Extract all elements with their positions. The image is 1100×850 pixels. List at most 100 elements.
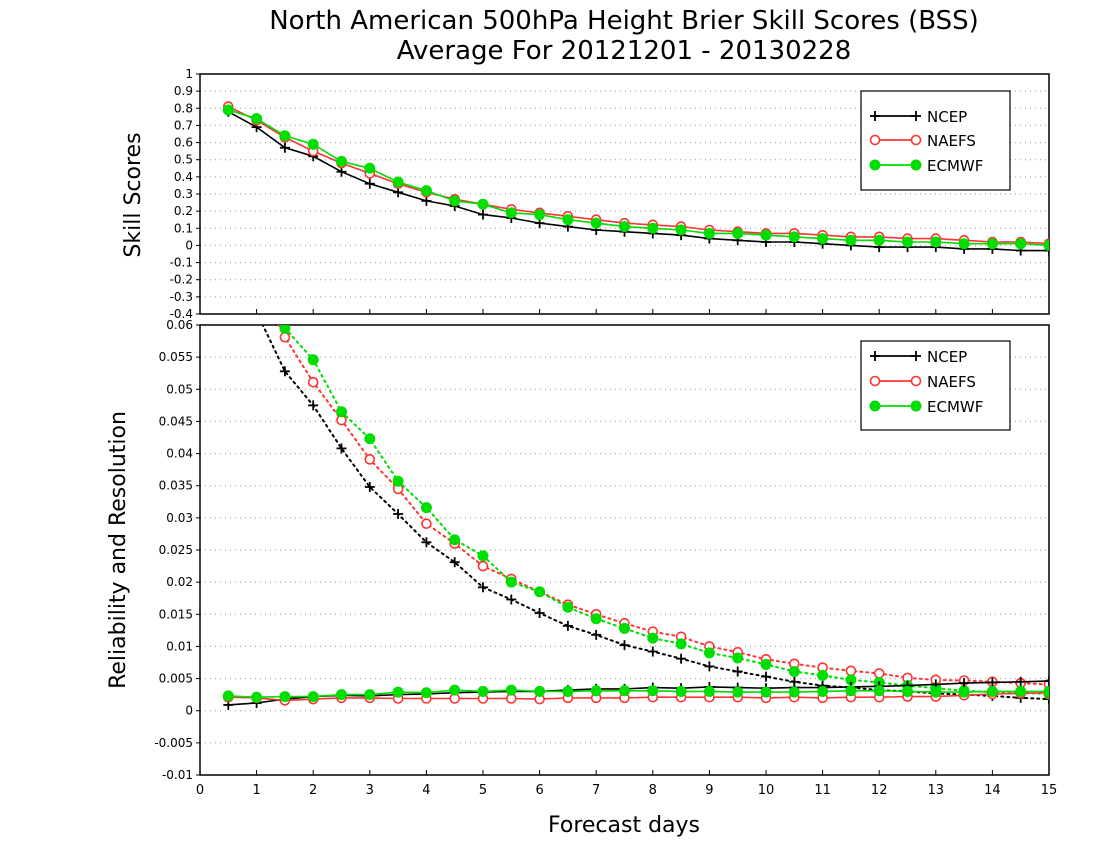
- series-ecmwf-solid-point: [675, 685, 687, 697]
- series-ecmwf-dotted-point: [817, 669, 829, 681]
- series-ecmwf-solid-point: [930, 236, 942, 248]
- series-ecmwf-solid-point: [534, 685, 546, 697]
- series-ecmwf-dotted-point: [336, 406, 347, 418]
- series-ncep-solid-point: [959, 678, 970, 689]
- series-ecmwf-dotted-line: [282, 325, 1049, 695]
- x-tick-label: 9: [705, 783, 713, 798]
- series-ecmwf-dotted-point: [675, 638, 687, 650]
- series-ecmwf-solid-point: [279, 691, 291, 703]
- series-ncep-dotted-point: [308, 400, 319, 411]
- x-tick-label: 4: [422, 783, 430, 798]
- series-ecmwf-solid-point: [534, 209, 546, 221]
- series-ncep-dotted-point: [676, 653, 687, 664]
- series-ncep-dotted-point: [619, 640, 630, 651]
- series-ncep-dotted-point: [279, 366, 290, 377]
- series-ecmwf-dotted-point: [449, 534, 461, 546]
- legend-marker-ncep: [911, 111, 921, 121]
- series-ncep-dotted-point: [591, 629, 602, 640]
- chart-subtitle: Average For 20121201 - 20130228: [397, 36, 852, 66]
- y-tick-label: -0.3: [170, 290, 193, 304]
- y-tick-label: 0.7: [174, 118, 193, 132]
- series-naefs-dotted-line: [277, 325, 1049, 686]
- reliability-resolution-panel: -0.01 -0.005 0 0.005 0.01 0.015 0.02 0.025 0.03 0…: [154, 318, 1058, 798]
- series-ecmwf-solid-point: [1015, 685, 1027, 697]
- legend-marker-ecmwf: [869, 159, 881, 171]
- series-ecmwf-solid-point: [902, 685, 913, 697]
- series-ecmwf-solid-point: [675, 224, 687, 236]
- series-ecmwf-solid-point: [930, 686, 942, 698]
- series-ecmwf-solid-point: [364, 162, 376, 174]
- x-tick-label: 11: [814, 783, 831, 798]
- series-ecmwf-dotted-point: [420, 502, 432, 514]
- series-ncep-dotted-point: [478, 582, 488, 593]
- x-tick-label: 5: [479, 783, 487, 798]
- series-ecmwf-solid-point: [845, 234, 857, 246]
- series-ecmwf-dotted-point: [505, 576, 517, 588]
- x-tick-label: 10: [758, 783, 775, 798]
- y-tick-label: 0.9: [174, 84, 193, 98]
- skill-scores-panel: -0.4 -0.3 -0.2 -0.1 0 0.1 0.2 0.3 0.4 0.5 0.6 0.7 0.…: [170, 67, 1050, 321]
- series-ecmwf-dotted-point: [279, 325, 291, 334]
- series-ecmwf-solid-point: [1043, 685, 1049, 697]
- series-ecmwf-solid-point: [647, 685, 659, 697]
- series-ncep-solid-point: [279, 142, 290, 153]
- x-tick-label: 13: [928, 783, 945, 798]
- x-tick-label: 2: [309, 783, 317, 798]
- series-ncep-dotted-point: [393, 509, 404, 519]
- legend-label-ncep: NCEP: [927, 108, 967, 126]
- series-ecmwf-solid-point: [619, 221, 630, 233]
- series-ecmwf-solid-point: [222, 104, 234, 116]
- series-ecmwf-dotted-point: [590, 613, 602, 625]
- series-ecmwf-solid-point: [1015, 238, 1027, 250]
- series-ecmwf-solid-point: [647, 222, 659, 234]
- x-tick-label: 15: [1041, 783, 1058, 798]
- series-ncep-dotted-point: [647, 646, 658, 657]
- series-ecmwf-solid-point: [986, 238, 998, 250]
- legend-marker-ecmwf: [869, 400, 881, 412]
- series-ecmwf-solid-point: [788, 231, 800, 243]
- series-ecmwf-solid-point: [619, 685, 630, 697]
- legend-marker-ecmwf: [910, 400, 922, 412]
- legend-label-naefs: NAEFS: [927, 373, 976, 391]
- series-ecmwf-dotted-point: [307, 354, 319, 366]
- series-naefs-dotted-point: [421, 518, 432, 529]
- series-group: [222, 101, 1049, 256]
- y-tick-label: -0.005: [154, 736, 193, 750]
- series-naefs-dotted-point: [364, 454, 376, 465]
- series-ecmwf-solid-point: [732, 686, 744, 698]
- series-ecmwf-solid-point: [505, 684, 517, 696]
- legend-marker-ncep: [870, 111, 880, 121]
- series-ecmwf-solid-point: [703, 685, 715, 697]
- x-axis-title: Forecast days: [548, 813, 700, 838]
- y-tick-label: 1: [185, 67, 193, 81]
- series-ecmwf-solid-point: [307, 691, 319, 703]
- plot-frame: [199, 324, 1050, 776]
- series-ecmwf-dotted-point: [562, 601, 574, 613]
- series-ncep-dotted-point: [704, 661, 715, 672]
- series-ecmwf-solid-point: [251, 113, 263, 125]
- legend-marker-naefs: [869, 134, 881, 146]
- series-ncep-dotted-point: [336, 443, 347, 454]
- series-ecmwf-solid-point: [477, 685, 489, 697]
- series-ncep-dotted-point: [534, 608, 545, 618]
- series-ecmwf-solid-point: [336, 155, 347, 167]
- y-tick-label: 0.4: [174, 170, 193, 184]
- y-tick-label: 0.3: [174, 187, 193, 201]
- series-ecmwf-solid-point: [902, 236, 913, 248]
- series-ncep-dotted-point: [506, 594, 517, 605]
- x-tick-label: 6: [535, 783, 543, 798]
- legend-marker-ncep: [870, 351, 880, 361]
- legend-marker-naefs: [910, 134, 922, 146]
- series-ecmwf-dotted-point: [732, 652, 744, 664]
- series-ncep-solid-point: [1044, 245, 1049, 256]
- series-ecmwf-solid-point: [477, 198, 489, 210]
- x-tick-label: 14: [984, 783, 1001, 798]
- series-ecmwf-solid-point: [420, 185, 432, 197]
- series-naefs-dotted-point: [873, 668, 885, 679]
- series-ecmwf-solid-point: [562, 685, 574, 697]
- series-ecmwf-solid-point: [986, 685, 998, 697]
- y-tick-label: 0.5: [174, 153, 193, 167]
- legend: NCEP NAEFS ECMWF: [860, 90, 1011, 191]
- y-axis-title-skill: Skill Scores: [121, 132, 146, 257]
